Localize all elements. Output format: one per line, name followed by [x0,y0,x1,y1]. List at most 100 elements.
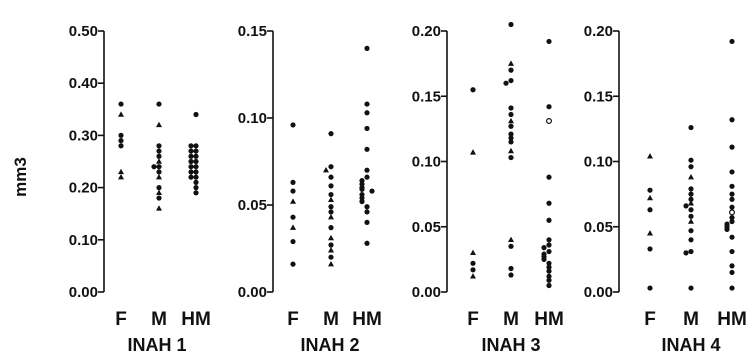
data-point [647,188,652,193]
panel-3: 0.00 0.05 0.10 0.15 0.20 F M HM INAH 3 [412,22,564,355]
data-point [688,192,693,197]
data-point [290,188,295,193]
data-point [508,22,513,27]
data-point [508,244,513,249]
y-tick-label: 0.10 [69,232,98,249]
category-label: M [323,309,339,330]
category-label: HM [534,309,564,330]
data-point [188,164,193,169]
data-point [156,169,161,174]
data-point [508,124,513,129]
data-point-triangle [290,224,296,229]
data-point [118,138,123,143]
data-point [647,246,652,251]
data-point [729,270,734,275]
data-point [546,201,551,206]
data-point [688,237,693,242]
data-point [193,164,198,169]
data-point-triangle [470,149,476,154]
data-point [688,164,693,169]
data-point [729,285,734,290]
y-tick-label: 0.05 [584,219,613,236]
data-point [688,186,693,191]
panel-title: INAH 1 [127,335,186,355]
data-point [729,192,734,197]
data-point [193,169,198,174]
data-point [328,242,333,247]
data-point [647,207,652,212]
data-point-triangle [328,247,334,252]
data-point-triangle [508,148,514,153]
y-tick-label: 0.00 [584,284,613,301]
y-tick-label: 0.00 [412,284,441,301]
data-point [359,187,364,192]
data-point [156,148,161,153]
y-tick-label: 0.10 [238,110,267,127]
y-axis-label: mm3 [11,157,30,197]
data-point [688,125,693,130]
data-point [546,269,551,274]
data-point-triangle [156,158,162,163]
data-point [369,188,374,193]
data-point-triangle [470,273,476,278]
data-point [328,225,333,230]
data-point [508,78,513,83]
category-label: F [115,309,127,330]
data-point [546,237,551,242]
y-tick-label: 0.20 [412,23,441,40]
data-point [729,263,734,268]
data-point-triangle [688,174,694,179]
data-point [541,245,546,250]
data-point [364,175,369,180]
data-point-open [730,210,735,215]
data-point [193,175,198,180]
data-point [364,209,369,214]
data-point [729,205,734,210]
y-tick-label: 0.00 [238,284,267,301]
data-point [683,250,688,255]
panel-1: 0.00 0.10 0.20 0.30 0.40 0.50 F M HM INAH 1 [69,23,211,355]
y-tick-label: 0.50 [69,23,98,40]
data-point [729,169,734,174]
data-point [546,242,551,247]
data-point [647,285,652,290]
data-point [193,190,198,195]
data-point [193,148,198,153]
data-point [364,147,369,152]
data-point [688,228,693,233]
data-point-triangle [156,190,162,195]
data-point [359,199,364,204]
data-point [470,267,475,272]
data-point [290,215,295,220]
data-point [729,197,734,202]
data-point [188,169,193,174]
data-point-triangle [328,235,334,240]
panel-title: INAH 4 [661,335,720,355]
data-point [364,241,369,246]
data-point [364,168,369,173]
data-point [688,207,693,212]
data-point [364,220,369,225]
data-point [328,209,333,214]
data-point [546,278,551,283]
data-point [546,283,551,288]
data-point [188,175,193,180]
data-point-triangle [156,122,162,127]
data-point [688,214,693,219]
data-point [151,164,156,169]
data-point [290,180,295,185]
data-point [541,257,546,262]
data-point [193,159,198,164]
y-tick-label: 0.30 [69,127,98,144]
data-point [156,195,161,200]
data-point [546,104,551,109]
data-point [188,143,193,148]
data-point [688,158,693,163]
y-tick-label: 0.15 [412,88,441,105]
data-point-triangle [118,169,124,174]
data-point [729,219,734,224]
data-point [193,154,198,159]
category-label: F [644,309,656,330]
category-label: F [287,309,299,330]
